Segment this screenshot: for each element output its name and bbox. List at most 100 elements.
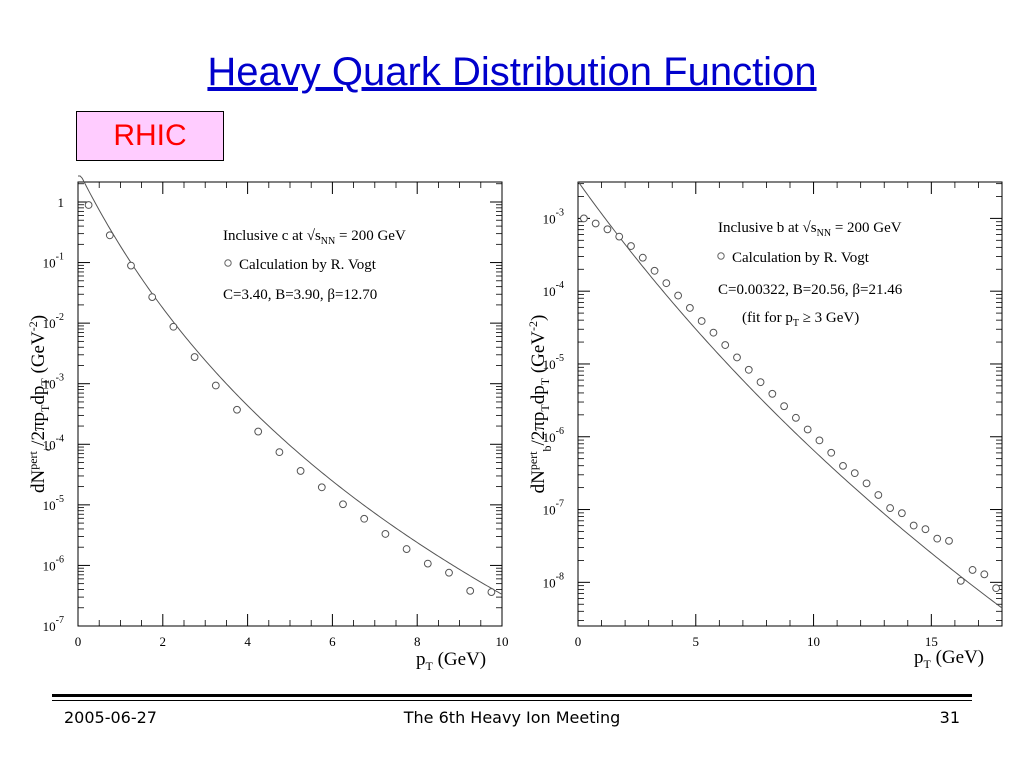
- charm-distribution-chart: 1 10-1 10-2 10-3 10-4 10-5 10-6 10-7 0 2 4 6 8 10 In…: [26, 175, 509, 673]
- data-point: [105, 231, 114, 240]
- axis-ticks: [77, 182, 503, 627]
- annotation-line-1: Inclusive b at √sNN = 200 GeV: [718, 220, 902, 239]
- data-point: [615, 232, 624, 241]
- y-tick-label: 10-5: [43, 494, 64, 513]
- data-point: [487, 588, 496, 596]
- y-tick-label: 10-3: [543, 207, 564, 226]
- y-tick-labels: 10-3 10-4 10-5 10-6 10-7 10-8: [543, 207, 564, 590]
- data-point: [956, 576, 965, 585]
- y-tick-label: 10-8: [543, 571, 564, 590]
- data-point: [662, 279, 671, 288]
- y-tick-label: 1: [58, 195, 65, 210]
- footer-date: 2005-06-27: [64, 708, 157, 727]
- legend-marker: [224, 259, 232, 267]
- data-point: [381, 530, 390, 538]
- data-point: [84, 201, 93, 209]
- data-point: [780, 402, 789, 411]
- data-point: [909, 521, 918, 530]
- y-axis-label: dNpertc/2πpTdpT (GeV-2): [26, 315, 54, 493]
- data-point: [685, 304, 694, 312]
- x-tick-label: 0: [575, 634, 582, 649]
- data-point: [874, 491, 883, 499]
- bottom-distribution-chart: 10-3 10-4 10-5 10-6 10-7 10-8 0 5 10 15 Inclusiv…: [526, 181, 1003, 671]
- data-point: [768, 389, 777, 398]
- data-point: [148, 293, 157, 301]
- x-tick-label: 10: [496, 634, 509, 649]
- x-tick-labels: 0 2 4 6 8 10: [75, 634, 509, 649]
- x-tick-label: 5: [693, 634, 700, 649]
- x-axis-label: pT (GeV): [416, 649, 486, 673]
- x-tick-label: 15: [925, 634, 938, 649]
- data-points: [579, 214, 1001, 593]
- y-tick-labels: 1 10-1 10-2 10-3 10-4 10-5 10-6 10-7: [43, 195, 64, 634]
- data-point: [827, 448, 836, 457]
- annotation-line-4: (fit for pT ≥ 3 GeV): [742, 310, 859, 329]
- footer-divider-thin: [52, 700, 972, 701]
- y-tick-label: 10-6: [543, 426, 564, 445]
- x-tick-label: 0: [75, 634, 82, 649]
- data-point: [933, 534, 942, 543]
- y-tick-label: 10-6: [43, 554, 64, 573]
- annotation-line-1: Inclusive c at √sNN = 200 GeV: [223, 228, 406, 247]
- data-point: [674, 291, 683, 300]
- data-point: [339, 500, 347, 509]
- data-point: [402, 545, 411, 553]
- data-point: [423, 559, 432, 568]
- data-point: [445, 568, 453, 577]
- data-point: [360, 514, 369, 523]
- data-point: [992, 584, 1001, 593]
- slide-title: Heavy Quark Distribution Function: [207, 50, 817, 94]
- data-point: [466, 586, 475, 595]
- y-tick-label: 10-7: [543, 499, 564, 518]
- data-point: [697, 317, 706, 325]
- data-point: [839, 461, 847, 470]
- data-point: [627, 242, 635, 250]
- data-point: [169, 322, 178, 331]
- x-tick-label: 4: [244, 634, 251, 649]
- data-point: [233, 405, 241, 414]
- footer-divider-thick: [52, 694, 972, 697]
- x-tick-labels: 0 5 10 15: [575, 634, 938, 649]
- y-tick-label: 10-7: [43, 615, 64, 634]
- data-point: [603, 225, 612, 234]
- footer-page-number: 31: [939, 708, 960, 727]
- y-tick-label: 10-3: [43, 373, 64, 392]
- annotation-line-2: Calculation by R. Vogt: [239, 257, 377, 273]
- axis-ticks: [577, 182, 1003, 626]
- data-point: [886, 504, 895, 512]
- data-point: [579, 214, 588, 223]
- y-tick-label: 10-4: [543, 280, 564, 299]
- data-point: [897, 509, 906, 518]
- data-point: [211, 381, 220, 390]
- data-point: [791, 413, 800, 422]
- data-point: [296, 467, 305, 475]
- annotation-line-3: C=3.40, B=3.90, β=12.70: [223, 287, 377, 303]
- data-point: [127, 261, 135, 270]
- data-point: [968, 566, 977, 574]
- y-tick-label: 10-1: [43, 252, 64, 271]
- y-tick-label: 10-2: [43, 312, 64, 331]
- data-point: [275, 448, 284, 457]
- data-point: [317, 483, 326, 492]
- data-points: [84, 201, 496, 596]
- annotation-line-2: Calculation by R. Vogt: [732, 250, 870, 266]
- data-point: [862, 479, 871, 488]
- data-point: [980, 570, 989, 579]
- x-tick-label: 2: [160, 634, 167, 649]
- data-point: [921, 525, 930, 534]
- data-point: [756, 378, 765, 387]
- x-tick-label: 8: [414, 634, 421, 649]
- data-point: [744, 365, 753, 374]
- x-tick-label: 10: [807, 634, 820, 649]
- legend-marker: [717, 252, 725, 260]
- data-point: [190, 353, 199, 361]
- fit-curve: [78, 175, 503, 595]
- y-tick-label: 10-5: [543, 353, 564, 372]
- y-tick-label: 10-4: [43, 433, 64, 452]
- annotation-line-3: C=0.00322, B=20.56, β=21.46: [718, 282, 903, 298]
- data-point: [254, 427, 263, 436]
- data-point: [945, 536, 953, 545]
- plot-frame: [77, 181, 503, 627]
- data-point: [650, 266, 659, 275]
- x-tick-label: 6: [329, 634, 336, 649]
